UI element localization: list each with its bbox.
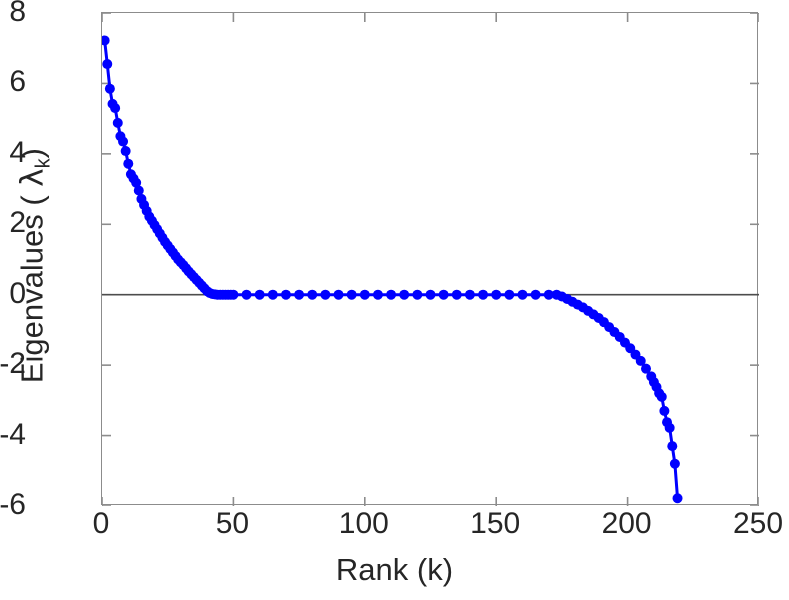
data-point xyxy=(359,289,370,300)
x-tick-label: 150 xyxy=(470,507,521,540)
lambda-symbol: λ xyxy=(14,168,51,187)
data-point xyxy=(254,289,265,300)
chart-canvas xyxy=(102,13,759,506)
data-point xyxy=(333,289,344,300)
data-point xyxy=(131,177,142,188)
y-axis-label-tail: ) xyxy=(14,148,50,159)
data-point xyxy=(641,363,651,374)
data-point xyxy=(228,289,239,300)
data-point xyxy=(635,355,646,366)
axis-tick-marks xyxy=(102,13,759,506)
data-point xyxy=(110,103,121,114)
data-point xyxy=(664,422,675,433)
data-point xyxy=(386,289,397,300)
data-point xyxy=(120,146,131,157)
plot-area xyxy=(101,12,759,506)
data-point xyxy=(118,136,129,147)
data-point xyxy=(123,158,134,169)
y-axis-label-base: Eigenvalues ( xyxy=(14,186,50,384)
x-tick-label: 200 xyxy=(601,507,652,540)
data-point xyxy=(667,441,678,452)
data-point xyxy=(102,59,113,70)
data-point xyxy=(320,289,331,300)
x-tick-label: 250 xyxy=(732,507,784,540)
lambda-subscript: k xyxy=(32,158,55,169)
data-point xyxy=(102,35,110,46)
data-point xyxy=(104,83,115,94)
data-point xyxy=(478,289,489,300)
data-point xyxy=(399,289,410,300)
eigenvalue-markers xyxy=(102,35,683,504)
y-tick-label: 6 xyxy=(9,65,26,99)
data-point xyxy=(133,185,144,196)
data-point xyxy=(530,289,541,300)
x-tick-label: 100 xyxy=(338,507,389,540)
data-point xyxy=(672,493,683,504)
y-tick-label: 2 xyxy=(9,206,26,240)
x-tick-label: 50 xyxy=(215,507,250,540)
y-tick-label: -6 xyxy=(0,488,26,521)
data-point xyxy=(543,289,554,300)
y-tick-label: 8 xyxy=(9,0,26,28)
data-point xyxy=(241,289,252,300)
y-tick-label: 0 xyxy=(9,276,26,310)
x-tick-label: 0 xyxy=(92,507,110,540)
data-point xyxy=(504,289,515,300)
y-tick-label: -4 xyxy=(0,417,26,451)
data-point xyxy=(294,289,305,300)
data-point xyxy=(669,458,680,469)
data-point xyxy=(412,289,423,300)
data-point xyxy=(372,289,383,300)
data-point xyxy=(425,289,436,300)
data-point xyxy=(307,289,318,300)
data-point xyxy=(280,289,291,300)
data-point xyxy=(656,391,667,402)
data-point xyxy=(517,289,528,300)
data-point xyxy=(438,289,449,300)
data-point xyxy=(346,289,357,300)
data-point xyxy=(112,117,123,128)
y-tick-label: -2 xyxy=(0,347,26,381)
y-tick-label: 4 xyxy=(9,135,26,169)
x-axis-label: Rank (k) xyxy=(335,552,454,587)
data-point xyxy=(267,289,278,300)
data-point xyxy=(659,405,670,416)
data-point xyxy=(491,289,502,300)
data-point xyxy=(451,289,462,300)
y-axis-label: Eigenvalues ( λk) xyxy=(14,16,55,516)
data-point xyxy=(464,289,475,300)
